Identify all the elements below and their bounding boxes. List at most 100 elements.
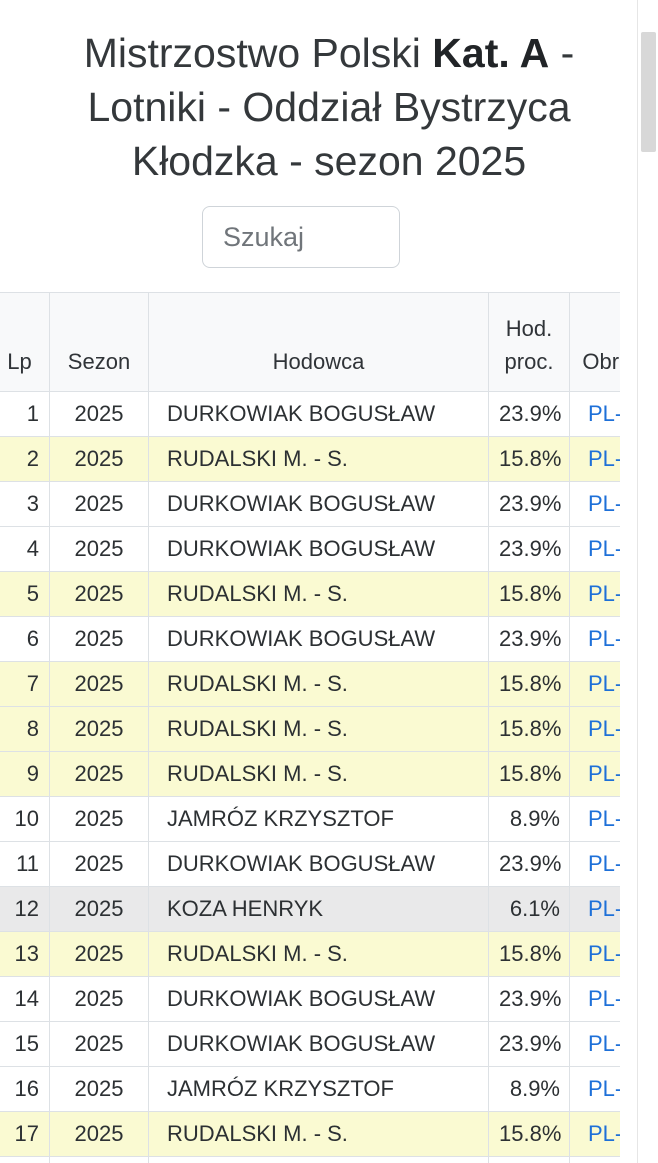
cell-sezon: 2025 bbox=[49, 526, 149, 572]
table-row[interactable]: 7 2025 RUDALSKI M. - S. 15.8% PL- bbox=[0, 661, 620, 707]
cell-hodowca: DURKOWIAK BOGUSŁAW bbox=[148, 841, 489, 887]
ring-link[interactable]: PL- bbox=[588, 491, 620, 516]
cell-lp: 1 bbox=[0, 391, 50, 437]
cell-sezon: 2025 bbox=[49, 391, 149, 437]
cell-ring: PL- bbox=[569, 481, 620, 527]
cell-hodowca: RUDALSKI M. - S. bbox=[148, 706, 489, 752]
column-header-lp[interactable]: Lp bbox=[0, 292, 50, 392]
cell-ring: PL- bbox=[569, 931, 620, 977]
column-header-hodowca[interactable]: Hodowca bbox=[148, 292, 489, 392]
ring-link[interactable]: PL- bbox=[588, 401, 620, 426]
table-row[interactable]: 16 2025 JAMRÓZ KRZYSZTOF 8.9% PL- bbox=[0, 1066, 620, 1112]
cell-ring: PL- bbox=[569, 886, 620, 932]
table-row[interactable]: 14 2025 DURKOWIAK BOGUSŁAW 23.9% PL- bbox=[0, 976, 620, 1022]
cell-sezon: 2025 bbox=[49, 436, 149, 482]
cell-proc: 23.9% bbox=[488, 391, 570, 437]
cell-hodowca: RUDALSKI M. - S. bbox=[148, 1111, 489, 1157]
cell-ring: PL- bbox=[569, 1066, 620, 1112]
cell-proc: 8.9% bbox=[488, 796, 570, 842]
cell-hodowca: DURKOWIAK BOGUSŁAW bbox=[148, 526, 489, 572]
cell-proc: 23.9% bbox=[488, 481, 570, 527]
cell-sezon: 2025 bbox=[49, 1021, 149, 1067]
column-header-obraczka[interactable]: Obrączka bbox=[569, 292, 620, 392]
table-row[interactable]: 10 2025 JAMRÓZ KRZYSZTOF 8.9% PL- bbox=[0, 796, 620, 842]
ring-link[interactable]: PL- bbox=[588, 671, 620, 696]
cell-lp: 10 bbox=[0, 796, 50, 842]
cell-proc: 23.9% bbox=[488, 976, 570, 1022]
cell-lp: 7 bbox=[0, 661, 50, 707]
cell-sezon: 2025 bbox=[49, 796, 149, 842]
table-row[interactable]: 6 2025 DURKOWIAK BOGUSŁAW 23.9% PL- bbox=[0, 616, 620, 662]
cell-proc: 15.8% bbox=[488, 436, 570, 482]
table-row[interactable]: 15 2025 DURKOWIAK BOGUSŁAW 23.9% PL- bbox=[0, 1021, 620, 1067]
cell-hodowca: DURKOWIAK BOGUSŁAW bbox=[148, 976, 489, 1022]
cell-ring: PL- bbox=[569, 661, 620, 707]
ring-link[interactable]: PL- bbox=[588, 1076, 620, 1101]
cell-sezon: 2025 bbox=[49, 1111, 149, 1157]
ring-link[interactable]: PL- bbox=[588, 581, 620, 606]
ring-link[interactable]: PL- bbox=[588, 1031, 620, 1056]
cell-hodowca: RUDALSKI M. - S. bbox=[148, 436, 489, 482]
cell-ring: PL- bbox=[569, 796, 620, 842]
table-row[interactable]: 5 2025 RUDALSKI M. - S. 15.8% PL- bbox=[0, 571, 620, 617]
cell-proc: 15.8% bbox=[488, 571, 570, 617]
table-row[interactable]: 11 2025 DURKOWIAK BOGUSŁAW 23.9% PL- bbox=[0, 841, 620, 887]
table-row[interactable]: 4 2025 DURKOWIAK BOGUSŁAW 23.9% PL- bbox=[0, 526, 620, 572]
cell-hodowca: RUDALSKI M. - S. bbox=[148, 571, 489, 617]
table-row[interactable]: 2 2025 RUDALSKI M. - S. 15.8% PL- bbox=[0, 436, 620, 482]
table-row[interactable]: 1 2025 DURKOWIAK BOGUSŁAW 23.9% PL- bbox=[0, 391, 620, 437]
cell-proc: 15.8% bbox=[488, 1111, 570, 1157]
column-header-hod-proc[interactable]: Hod. proc. bbox=[488, 292, 570, 392]
ring-link[interactable]: PL- bbox=[588, 896, 620, 921]
column-header-sezon[interactable]: Sezon bbox=[49, 292, 149, 392]
table-row[interactable]: 9 2025 RUDALSKI M. - S. 15.8% PL- bbox=[0, 751, 620, 797]
cell-lp: 17 bbox=[0, 1111, 50, 1157]
cell-proc: 15.8% bbox=[488, 751, 570, 797]
cell-hodowca: RUDALSKI M. - S. bbox=[148, 931, 489, 977]
table-row-partial bbox=[0, 1156, 620, 1163]
ring-link[interactable]: PL- bbox=[588, 1121, 620, 1146]
cell-hodowca: DURKOWIAK BOGUSŁAW bbox=[148, 1021, 489, 1067]
page-title-text: Mistrzostwo Polski bbox=[83, 30, 433, 76]
cell-proc: 23.9% bbox=[488, 1021, 570, 1067]
ring-link[interactable]: PL- bbox=[588, 536, 620, 561]
cell-proc: 8.9% bbox=[488, 1066, 570, 1112]
search-input[interactable] bbox=[202, 206, 400, 268]
ring-link[interactable]: PL- bbox=[588, 761, 620, 786]
ring-link[interactable]: PL- bbox=[588, 851, 620, 876]
scrollbar-thumb[interactable] bbox=[641, 32, 656, 152]
table-row[interactable]: 8 2025 RUDALSKI M. - S. 15.8% PL- bbox=[0, 706, 620, 752]
cell-lp: 8 bbox=[0, 706, 50, 752]
table-row[interactable]: 17 2025 RUDALSKI M. - S. 15.8% PL- bbox=[0, 1111, 620, 1157]
cell-sezon: 2025 bbox=[49, 751, 149, 797]
cell-lp: 13 bbox=[0, 931, 50, 977]
ring-link[interactable]: PL- bbox=[588, 626, 620, 651]
cell-sezon: 2025 bbox=[49, 616, 149, 662]
ring-link[interactable]: PL- bbox=[588, 806, 620, 831]
cell-empty bbox=[0, 1156, 50, 1163]
cell-lp: 16 bbox=[0, 1066, 50, 1112]
cell-ring: PL- bbox=[569, 706, 620, 752]
table-row[interactable]: 12 2025 KOZA HENRYK 6.1% PL- bbox=[0, 886, 620, 932]
table-row[interactable]: 3 2025 DURKOWIAK BOGUSŁAW 23.9% PL- bbox=[0, 481, 620, 527]
cell-proc: 15.8% bbox=[488, 931, 570, 977]
ring-link[interactable]: PL- bbox=[588, 446, 620, 471]
cell-empty bbox=[488, 1156, 570, 1163]
cell-empty bbox=[49, 1156, 149, 1163]
scrollbar-track[interactable] bbox=[637, 0, 658, 1163]
table-row[interactable]: 13 2025 RUDALSKI M. - S. 15.8% PL- bbox=[0, 931, 620, 977]
cell-lp: 15 bbox=[0, 1021, 50, 1067]
cell-hodowca: RUDALSKI M. - S. bbox=[148, 751, 489, 797]
cell-lp: 5 bbox=[0, 571, 50, 617]
cell-ring: PL- bbox=[569, 436, 620, 482]
cell-proc: 23.9% bbox=[488, 526, 570, 572]
cell-sezon: 2025 bbox=[49, 976, 149, 1022]
ring-link[interactable]: PL- bbox=[588, 986, 620, 1011]
ring-link[interactable]: PL- bbox=[588, 716, 620, 741]
cell-sezon: 2025 bbox=[49, 481, 149, 527]
cell-ring: PL- bbox=[569, 616, 620, 662]
cell-lp: 4 bbox=[0, 526, 50, 572]
ring-link[interactable]: PL- bbox=[588, 941, 620, 966]
cell-hodowca: JAMRÓZ KRZYSZTOF bbox=[148, 796, 489, 842]
